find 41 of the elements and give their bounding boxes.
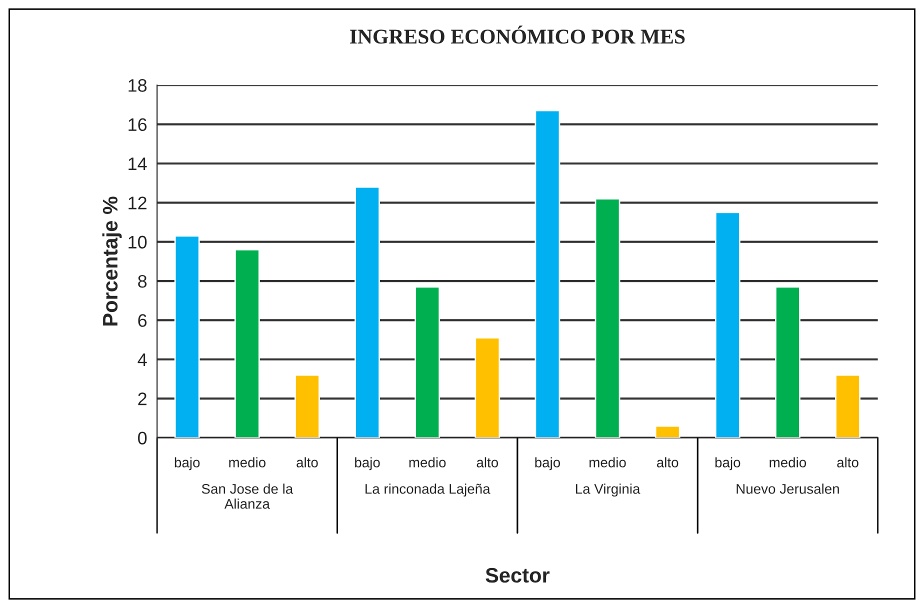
- x-axis-title: Sector: [486, 568, 550, 583]
- bar: [835, 374, 860, 438]
- x-tick-label: medio: [229, 457, 266, 468]
- text: San Jose de la Alianza: [202, 484, 294, 509]
- bar: [594, 198, 620, 438]
- bar: [474, 337, 500, 438]
- x-tick-label: medio: [770, 457, 806, 468]
- y-tick-label: 18: [128, 79, 147, 92]
- bar: [775, 286, 800, 438]
- text: Nuevo Jerusalen: [736, 484, 839, 494]
- x-tick-label: bajo: [535, 457, 560, 470]
- bar: [354, 186, 380, 438]
- y-tick-label: 6: [138, 314, 147, 327]
- x-tick-label: bajo: [355, 457, 380, 470]
- bar: [294, 374, 320, 438]
- x-tick-label: medio: [409, 457, 446, 468]
- text: La rinconada Lajeña: [366, 484, 490, 497]
- x-tick-label: alto: [656, 457, 678, 468]
- y-tick-label: 2: [138, 392, 146, 406]
- x-tick-label: alto: [296, 457, 318, 468]
- chart-title: INGRESO ECONÓMICO POR MES: [350, 26, 685, 44]
- y-tick-label: 12: [128, 196, 146, 210]
- bar: [714, 212, 740, 438]
- y-tick-label: 8: [138, 274, 147, 288]
- bar: [654, 425, 680, 438]
- bar: [414, 286, 440, 438]
- y-tick-label: 16: [128, 118, 147, 132]
- y-tick-label: 14: [128, 158, 147, 170]
- y-tick-label: 4: [138, 354, 147, 366]
- y-axis-title: Porcentaje %: [102, 196, 122, 326]
- bar: [174, 235, 200, 438]
- bar: [234, 248, 260, 438]
- text: La Virginia: [576, 484, 640, 497]
- bar: [534, 110, 560, 438]
- x-tick-label: alto: [476, 457, 498, 468]
- x-tick-label: alto: [837, 457, 858, 468]
- x-tick-label: medio: [590, 457, 626, 468]
- y-tick-label: 0: [138, 432, 147, 444]
- y-tick-label: 10: [128, 236, 147, 249]
- x-tick-label: bajo: [715, 457, 740, 470]
- x-tick-label: bajo: [174, 457, 200, 470]
